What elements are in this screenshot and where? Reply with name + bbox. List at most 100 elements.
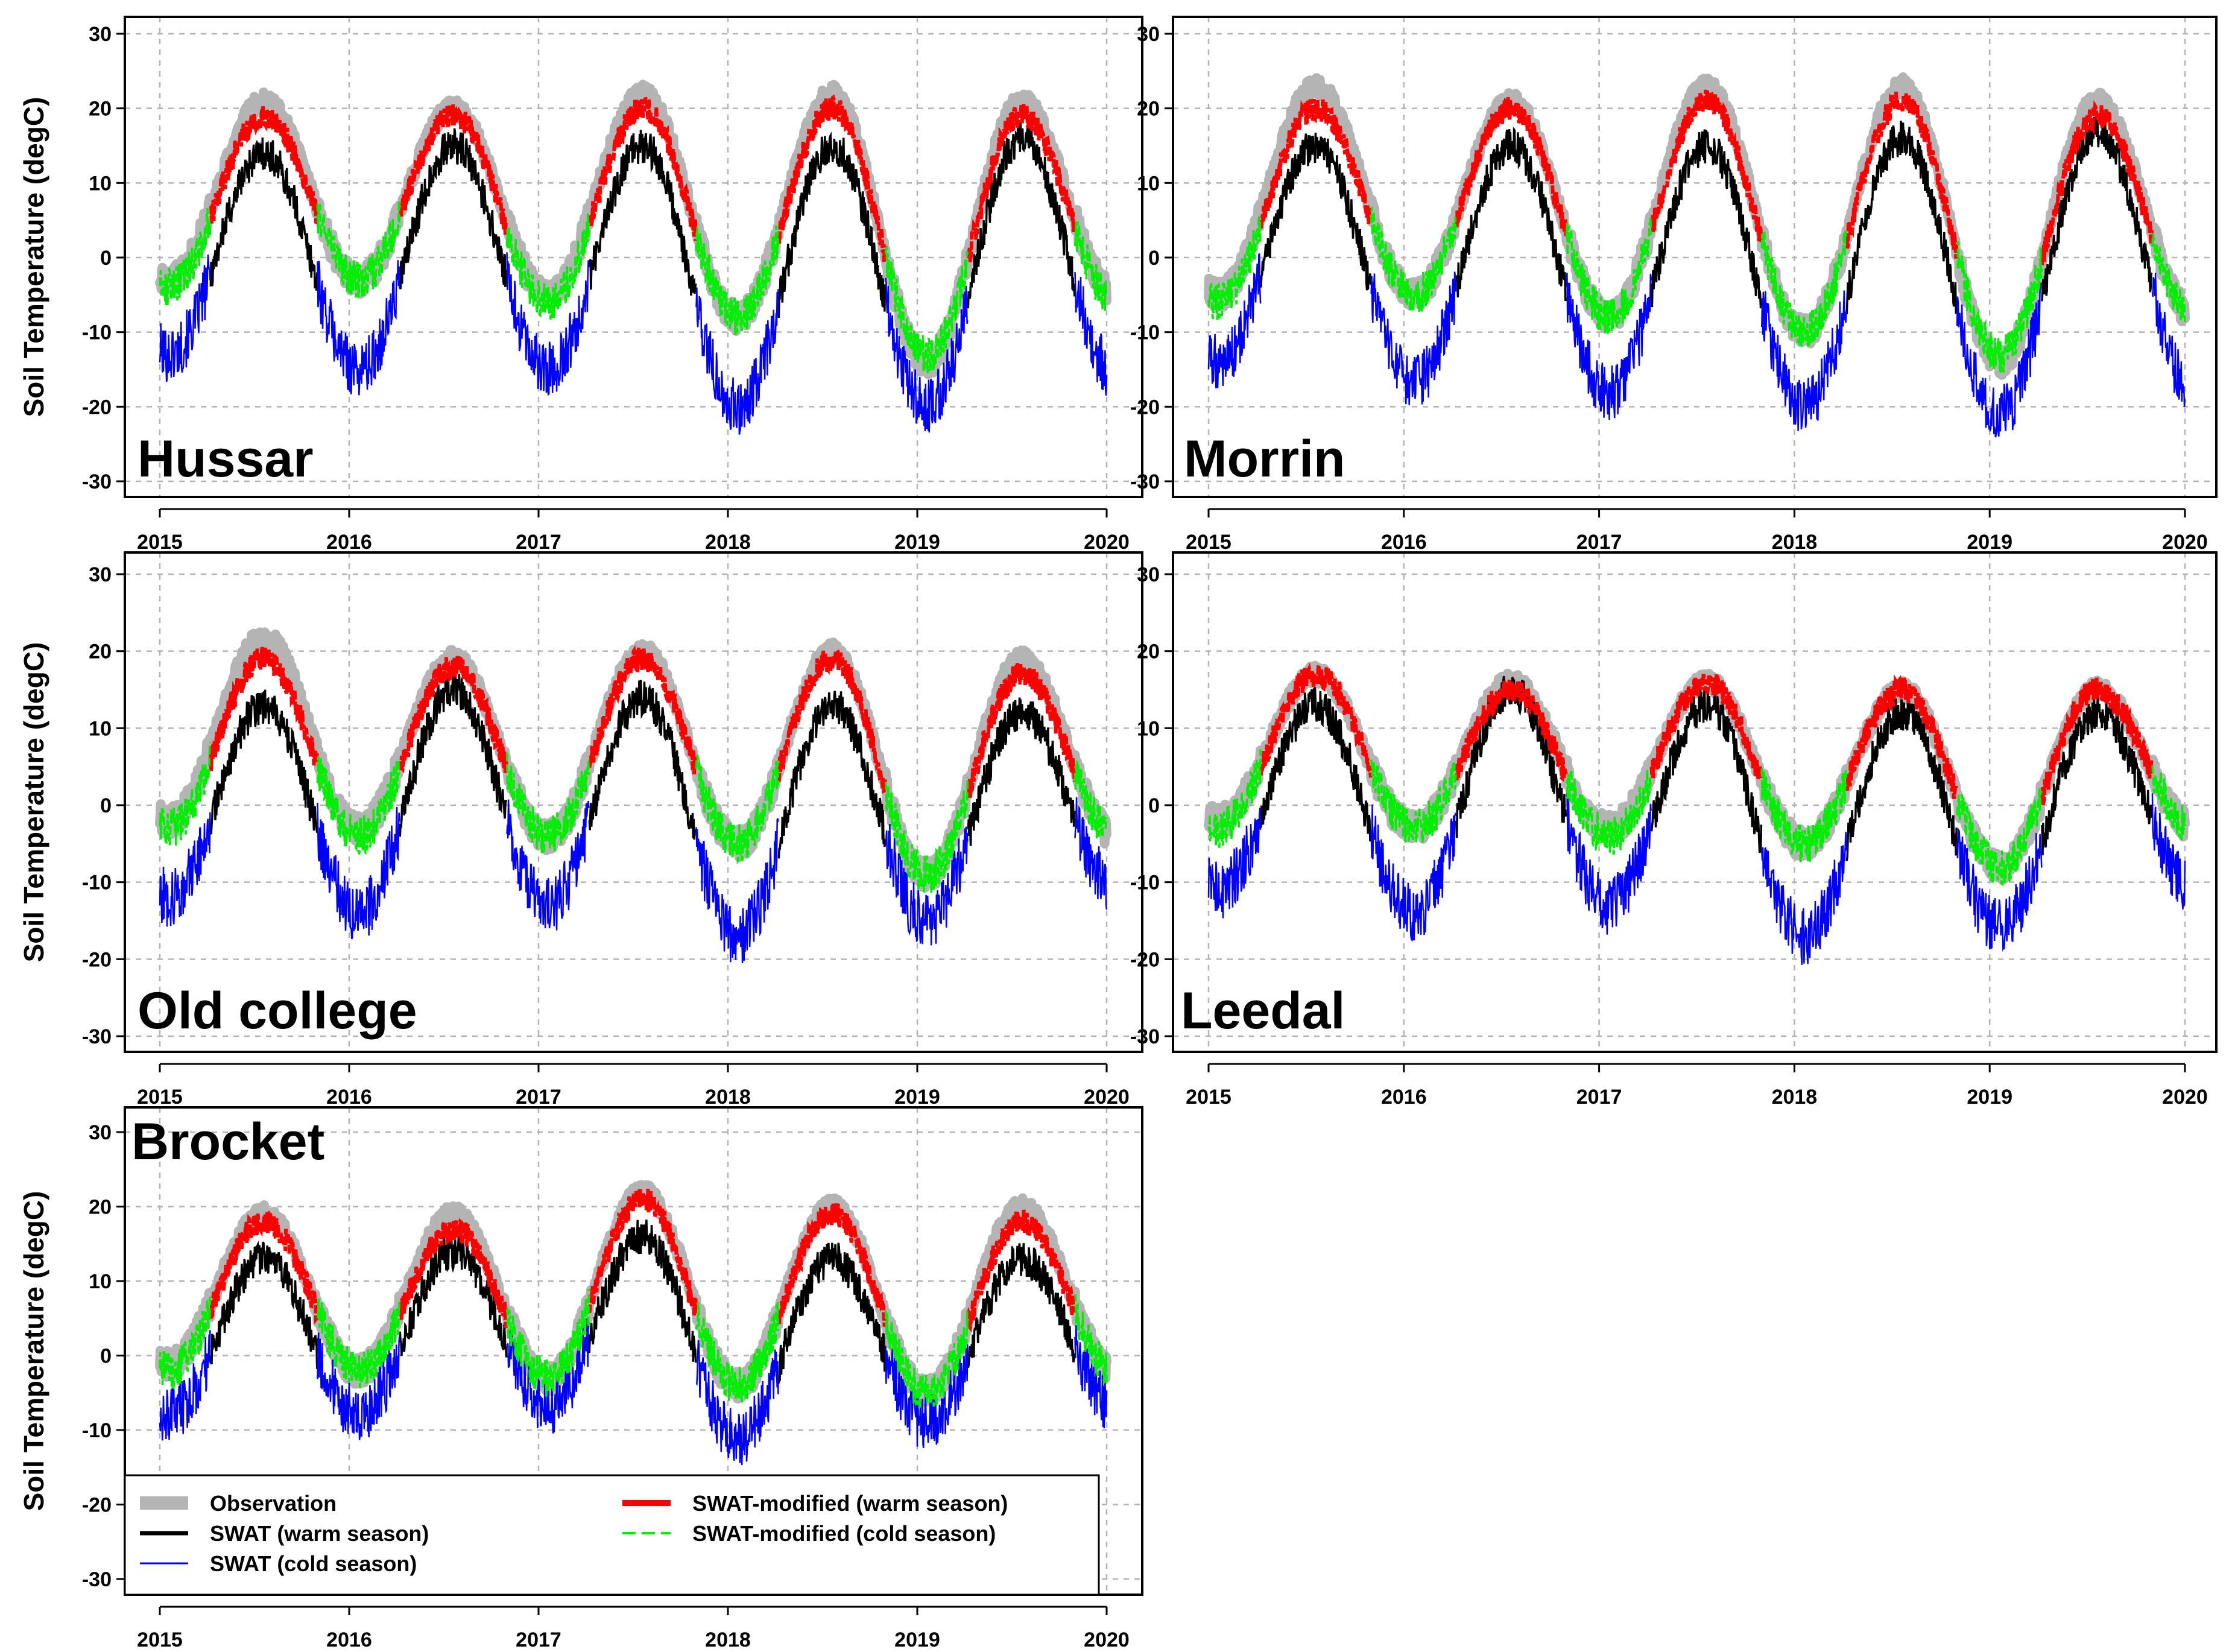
x-tick-label: 2018 [705,531,751,554]
y-tick-label: 30 [89,23,112,46]
y-tick-label: -30 [82,1025,112,1048]
panel-leedal: -30 -20 -10 0 10 20 30 2015 2016 2017 2018 2019 2020… [1130,551,2218,1109]
series-swat-cold [1207,253,2186,438]
y-axis-label: Soil Temperature (degC) [18,1191,49,1511]
y-tick-label: -10 [1130,321,1160,344]
x-tick-label: 2017 [516,1628,561,1651]
y-tick-label: -30 [82,470,112,493]
y-tick-label: -20 [82,396,112,419]
x-tick-label: 2018 [1772,1086,1818,1109]
x-tick-label: 2017 [1576,1086,1622,1109]
x-tick-label: 2015 [1186,1086,1231,1109]
series-mod-cold [159,1289,1108,1411]
series-mod-cold [1207,207,2186,373]
x-tick-label: 2020 [1084,531,1130,554]
y-tick-label: 20 [89,1196,112,1219]
site-title: Hussar [138,430,314,488]
y-tick-label: -20 [1130,396,1160,419]
x-tick-label: 2018 [705,1086,751,1109]
x-tick-label: 2017 [516,531,561,554]
y-tick-label: 0 [1148,247,1160,270]
series-mod-cold [1207,749,2186,886]
y-tick-label: 0 [1148,794,1160,817]
y-tick-label: 20 [1137,641,1160,663]
series-mod-cold [159,742,1108,893]
x-tick-label: 2016 [326,1086,372,1109]
site-title: Morrin [1184,430,1345,488]
series-mod-warm [1259,662,2154,806]
plot-frame [124,551,1143,1053]
y-tick-label: -20 [1130,948,1160,971]
y-tick-label: 30 [89,1121,112,1144]
y-tick-label: 10 [1137,717,1160,740]
y-tick-label: -20 [82,1494,112,1517]
x-tick-label: 2020 [2162,531,2208,554]
panel-old-college: -30 -20 -10 0 10 20 30 2015 2016 2017 2018 2019 2020… [18,551,1143,1109]
y-tick-label: -30 [1130,1025,1160,1048]
y-tick-label: 30 [89,563,112,586]
y-tick-label: 10 [89,1270,112,1293]
y-tick-label: 0 [100,794,112,817]
legend-label-swat-cold: SWAT (cold season) [210,1551,417,1576]
series-swat-cold [159,797,1108,964]
x-tick-label: 2017 [516,1086,561,1109]
series-swat-cold [1207,793,2186,965]
site-title: Brocket [131,1113,324,1171]
y-tick-label: -20 [82,948,112,971]
y-tick-label: 10 [1137,172,1160,195]
y-tick-label: 0 [100,247,112,270]
y-tick-label: 0 [100,1345,112,1368]
y-tick-label: -10 [82,321,112,344]
series-swat-warm [1260,115,2153,314]
y-tick-label: 20 [1137,98,1160,121]
y-axis-label: Soil Temperature (degC) [18,642,49,963]
x-tick-label: 2019 [894,531,940,554]
x-tick-label: 2019 [1967,1086,2012,1109]
legend-label-swat-warm: SWAT (warm season) [210,1521,429,1546]
x-tick-label: 2019 [1967,531,2012,554]
series-mod-warm [209,1188,1076,1333]
x-tick-label: 2016 [1381,531,1427,554]
site-title: Old college [138,982,417,1040]
legend-label-mod-cold: SWAT-modified (cold season) [692,1521,996,1546]
series-swat-warm [209,671,1076,859]
plot-frame [1172,551,2218,1053]
x-tick-label: 2018 [705,1628,751,1651]
legend-label-observation: Observation [210,1491,337,1516]
x-tick-label: 2015 [137,1086,183,1109]
series-swat-warm [209,1220,1076,1385]
x-tick-label: 2016 [326,1628,372,1651]
series-swat-cold [159,252,1108,435]
legend-box [124,1474,1100,1596]
y-tick-label: -10 [82,872,112,894]
y-tick-label: 10 [89,172,112,195]
panel-brocket: -30 -20 -10 0 10 20 30 2015 2016 2017 2018 2019 2020… [18,1106,1143,1651]
x-tick-label: 2016 [326,531,372,554]
legend-label-mod-warm: SWAT-modified (warm season) [692,1491,1008,1516]
y-tick-label: 10 [89,717,112,740]
panel-morrin: -30 -20 -10 0 10 20 30 2015 2016 2017 2018 2019 2020… [1130,16,2218,554]
x-tick-label: 2020 [1084,1628,1130,1651]
x-tick-label: 2019 [894,1628,940,1651]
panel-hussar: -30 -20 -10 0 10 20 30 2015 2016 2017 2018 2019 2020… [18,16,1143,554]
series-mod-warm [209,641,1076,799]
series-mod-warm [1259,84,2154,265]
x-tick-label: 2015 [1186,531,1231,554]
y-tick-label: 30 [1137,563,1160,586]
x-tick-label: 2017 [1576,531,1622,554]
legend: Observation SWAT (warm season) SWAT (col… [124,1474,1100,1596]
x-tick-label: 2020 [2162,1086,2208,1109]
y-tick-label: 20 [89,98,112,121]
y-axis-label: Soil Temperature (degC) [18,97,49,417]
x-tick-label: 2019 [894,1086,940,1109]
y-tick-label: 20 [89,641,112,663]
x-tick-label: 2016 [1381,1086,1427,1109]
y-tick-label: -30 [82,1568,112,1591]
x-tick-label: 2015 [137,1628,183,1651]
x-tick-label: 2020 [1084,1086,1130,1109]
series-swat-warm [209,121,1076,318]
site-title: Leedal [1181,982,1345,1040]
x-tick-label: 2018 [1772,531,1818,554]
y-tick-label: -30 [1130,470,1160,493]
